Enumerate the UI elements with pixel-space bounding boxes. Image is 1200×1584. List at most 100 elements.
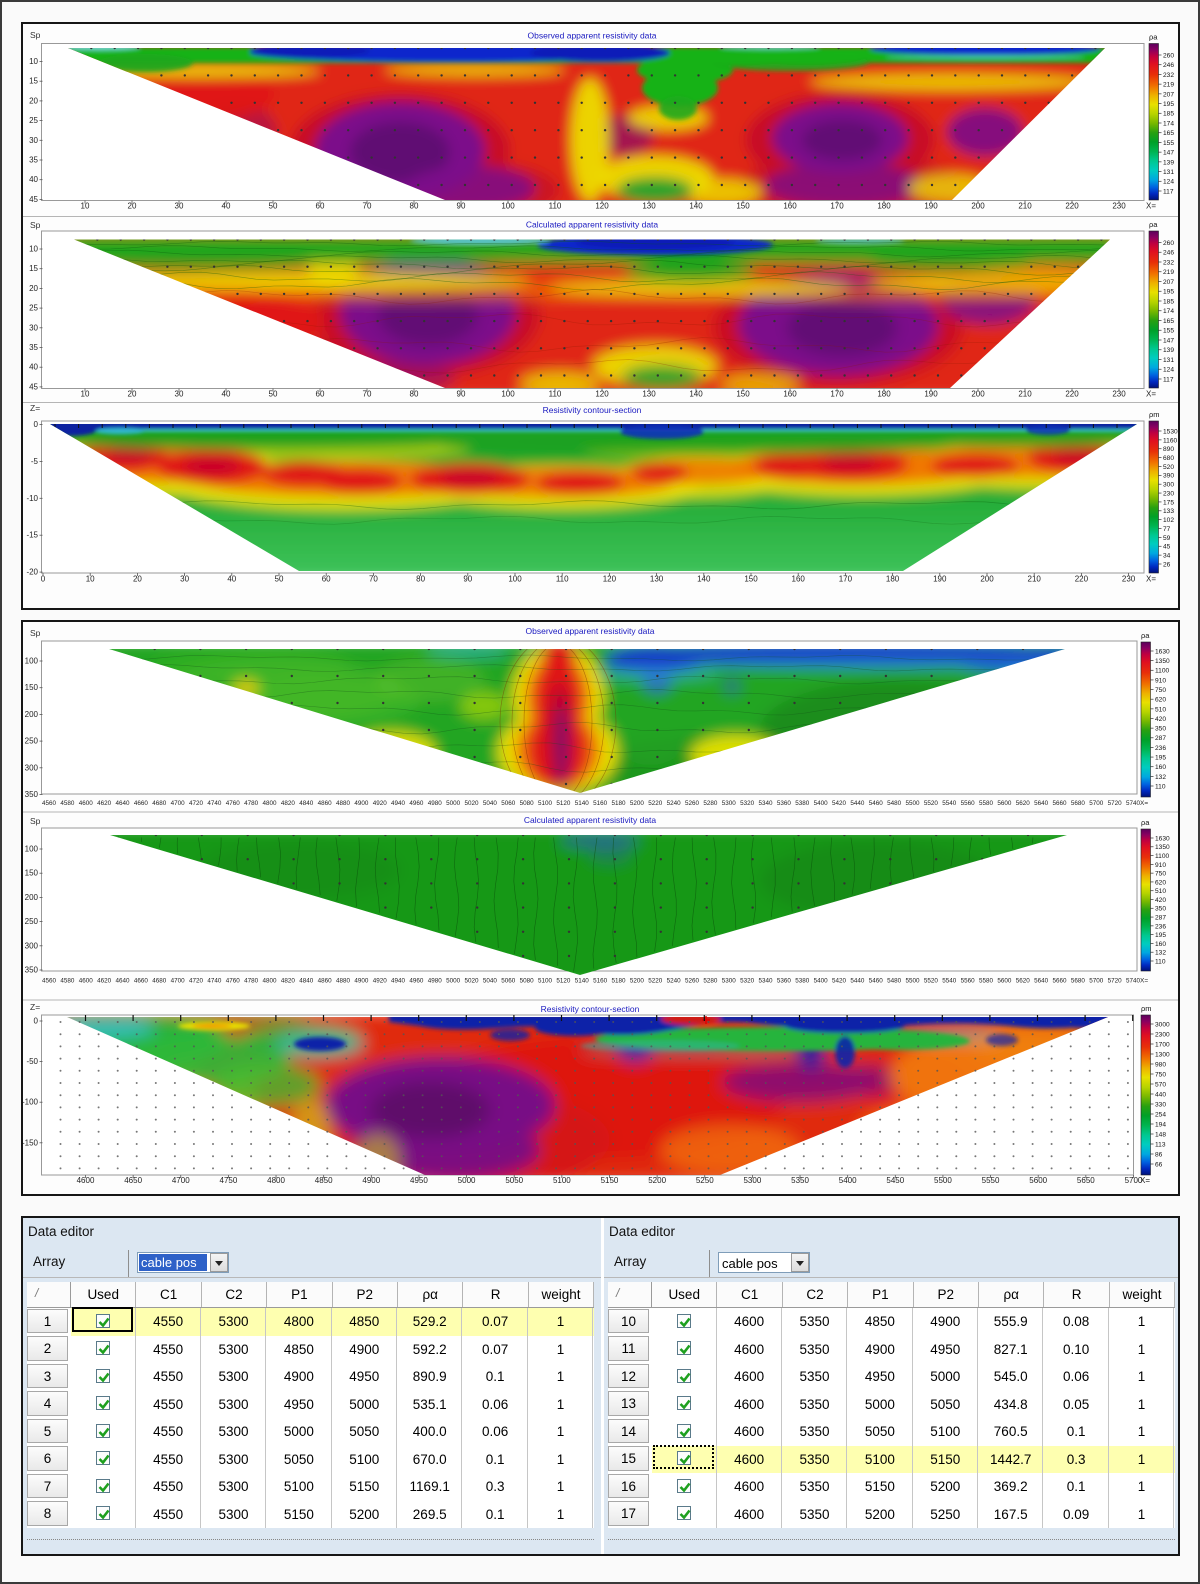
svg-text:219: 219 — [1163, 269, 1174, 276]
svg-text:4920: 4920 — [373, 800, 388, 807]
svg-text:5360: 5360 — [777, 800, 792, 807]
svg-text:ρa: ρa — [1141, 818, 1150, 827]
svg-text:260: 260 — [1163, 52, 1174, 59]
svg-text:10: 10 — [29, 245, 38, 254]
svg-text:180: 180 — [877, 390, 891, 399]
svg-text:750: 750 — [1155, 1071, 1166, 1078]
svg-text:124: 124 — [1163, 179, 1174, 186]
svg-text:155: 155 — [1163, 140, 1174, 147]
svg-text:1100: 1100 — [1155, 668, 1170, 675]
svg-text:40: 40 — [29, 175, 38, 184]
svg-text:5700: 5700 — [1089, 978, 1104, 985]
svg-text:150: 150 — [736, 390, 750, 399]
svg-text:5120: 5120 — [556, 800, 571, 807]
svg-text:Sp: Sp — [30, 220, 41, 230]
svg-text:210: 210 — [1018, 202, 1032, 211]
svg-text:5660: 5660 — [1052, 800, 1067, 807]
svg-text:80: 80 — [410, 202, 419, 211]
svg-text:4660: 4660 — [134, 978, 149, 985]
svg-text:Resistivity contour-section: Resistivity contour-section — [541, 1004, 640, 1014]
svg-text:5500: 5500 — [934, 1176, 952, 1185]
svg-text:140: 140 — [689, 202, 703, 211]
svg-text:4620: 4620 — [97, 800, 112, 807]
svg-text:4960: 4960 — [409, 978, 424, 985]
svg-text:4600: 4600 — [79, 800, 94, 807]
svg-text:5120: 5120 — [556, 978, 571, 985]
svg-text:30: 30 — [175, 390, 184, 399]
svg-text:4780: 4780 — [244, 800, 259, 807]
svg-text:5020: 5020 — [465, 978, 480, 985]
svg-text:5650: 5650 — [1077, 1176, 1095, 1185]
svg-text:Observed apparent resistivity: Observed apparent resistivity data — [528, 31, 657, 41]
svg-text:5100: 5100 — [538, 800, 553, 807]
svg-text:5720: 5720 — [1108, 978, 1123, 985]
svg-text:140: 140 — [697, 575, 711, 584]
svg-text:5620: 5620 — [1016, 978, 1031, 985]
svg-text:1350: 1350 — [1155, 658, 1170, 665]
svg-text:45: 45 — [29, 382, 38, 391]
svg-text:4640: 4640 — [115, 800, 130, 807]
svg-text:5200: 5200 — [648, 1176, 666, 1185]
svg-text:5260: 5260 — [685, 800, 700, 807]
svg-text:5720: 5720 — [1108, 800, 1123, 807]
svg-text:5460: 5460 — [869, 800, 884, 807]
svg-text:5440: 5440 — [850, 978, 865, 985]
svg-text:-50: -50 — [26, 1057, 38, 1066]
svg-text:Sp: Sp — [30, 628, 41, 638]
svg-text:5680: 5680 — [1071, 978, 1086, 985]
svg-text:-15: -15 — [26, 531, 38, 540]
svg-text:10: 10 — [81, 202, 90, 211]
svg-text:150: 150 — [736, 202, 750, 211]
svg-text:330: 330 — [1155, 1101, 1166, 1108]
svg-text:160: 160 — [1155, 764, 1166, 771]
svg-text:4850: 4850 — [315, 1176, 333, 1185]
svg-text:230: 230 — [1163, 490, 1174, 497]
svg-text:X=: X= — [1146, 202, 1156, 211]
svg-text:124: 124 — [1163, 367, 1174, 374]
svg-text:4940: 4940 — [391, 978, 406, 985]
svg-text:185: 185 — [1163, 111, 1174, 118]
svg-text:5240: 5240 — [667, 800, 682, 807]
svg-text:4980: 4980 — [428, 800, 443, 807]
svg-text:300: 300 — [1163, 482, 1174, 489]
svg-text:Sp: Sp — [30, 30, 41, 40]
svg-text:440: 440 — [1155, 1091, 1166, 1098]
svg-text:10: 10 — [29, 57, 38, 66]
svg-text:110: 110 — [549, 202, 562, 211]
svg-text:20: 20 — [128, 390, 137, 399]
svg-text:140: 140 — [689, 390, 703, 399]
svg-text:Calculated apparent resistivit: Calculated apparent resistivity data — [526, 220, 659, 230]
svg-text:5740: 5740 — [1126, 800, 1141, 807]
svg-text:5520: 5520 — [924, 978, 939, 985]
svg-text:120: 120 — [595, 390, 609, 399]
svg-text:Sp: Sp — [30, 816, 41, 826]
svg-text:5000: 5000 — [458, 1176, 476, 1185]
svg-text:910: 910 — [1155, 862, 1166, 869]
svg-text:86: 86 — [1155, 1151, 1163, 1158]
svg-text:ρa: ρa — [1141, 631, 1150, 640]
svg-text:230: 230 — [1112, 390, 1126, 399]
svg-text:20: 20 — [29, 96, 38, 105]
svg-text:20: 20 — [133, 575, 142, 584]
svg-text:35: 35 — [29, 156, 38, 165]
svg-text:5480: 5480 — [887, 978, 902, 985]
svg-text:X=: X= — [1146, 390, 1156, 399]
svg-text:ρm: ρm — [1149, 410, 1160, 419]
svg-text:300: 300 — [25, 763, 39, 772]
svg-text:70: 70 — [363, 390, 372, 399]
svg-text:110: 110 — [1155, 958, 1166, 965]
svg-text:100: 100 — [501, 202, 515, 211]
svg-text:246: 246 — [1163, 250, 1174, 257]
svg-text:160: 160 — [1155, 941, 1166, 948]
svg-text:1530: 1530 — [1163, 428, 1178, 435]
svg-text:4820: 4820 — [281, 800, 296, 807]
svg-text:5060: 5060 — [501, 978, 516, 985]
svg-text:200: 200 — [971, 390, 985, 399]
svg-text:120: 120 — [603, 575, 617, 584]
svg-text:5060: 5060 — [501, 800, 516, 807]
svg-text:131: 131 — [1163, 357, 1174, 364]
svg-text:100: 100 — [508, 575, 522, 584]
svg-text:254: 254 — [1155, 1111, 1166, 1118]
svg-text:150: 150 — [25, 869, 39, 878]
svg-text:1160: 1160 — [1163, 437, 1178, 444]
